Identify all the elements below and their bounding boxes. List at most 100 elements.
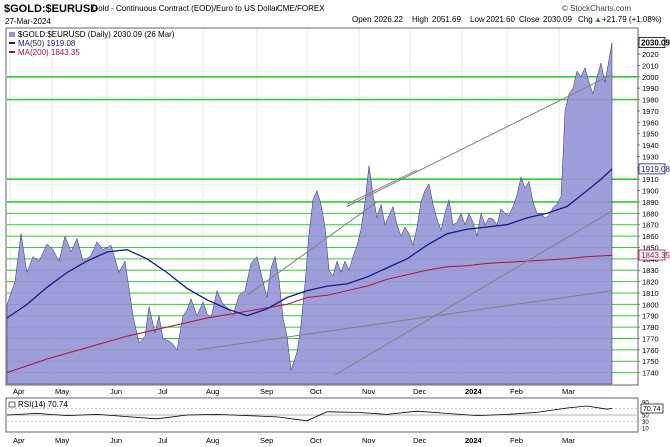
ma200-tag: 1843.35	[638, 249, 670, 261]
trendline-2	[196, 290, 613, 351]
last-price-tag-box	[638, 37, 666, 48]
y-tick-label-1740: 1740	[642, 369, 659, 378]
trendline-3	[346, 74, 613, 207]
x-label-bottom-Sep: Sep	[260, 436, 273, 445]
trendline-0	[246, 201, 378, 296]
ohlc-readout: Open 2026.22 High 2051.69 Low 2021.60 Cl…	[352, 15, 662, 24]
high-label: High	[412, 15, 428, 24]
y-tick-label-1960: 1960	[642, 118, 659, 127]
x-label-top-Sep: Sep	[260, 387, 273, 396]
ma200-line	[6, 254, 613, 374]
x-label-top-Aug: Aug	[206, 387, 219, 396]
x-label-top-Jul: Jul	[158, 387, 168, 396]
legend-swatch-main	[9, 32, 15, 37]
y-axis-ticks: 1740 1750 1760 1770 1780 1790 1800 1810 1820 1830…	[637, 50, 659, 378]
y-tick-label-1830: 1830	[642, 266, 659, 275]
y-tick-label-2010: 2010	[642, 61, 659, 70]
x-label-top-May: May	[55, 387, 69, 396]
legend-main: $GOLD:$EURUSD (Daily) 2030.09 (26 Mar)	[18, 30, 175, 39]
chart-exchange: CME/FOREX	[277, 4, 325, 13]
trendlines	[196, 74, 613, 376]
ma200-tag-box	[638, 249, 666, 261]
chart-date: 27-Mar-2024	[5, 17, 51, 26]
x-label-bottom-May: May	[55, 436, 69, 445]
x-label-top-Mar: Mar	[562, 387, 575, 396]
chart-description: Gold - Continuous Contract (EOD)/Euro to…	[92, 4, 279, 13]
rsi-value-tag: 70.74	[643, 406, 661, 413]
y-tick-label-1810: 1810	[642, 289, 659, 298]
y-tick-label-1860: 1860	[642, 232, 659, 241]
chart-legend: $GOLD:$EURUSD (Daily) 2030.09 (26 Mar) M…	[9, 30, 175, 57]
open-value: 2026.22	[374, 15, 403, 24]
y-tick-label-1910: 1910	[642, 175, 659, 184]
y-tick-label-2020: 2020	[642, 50, 659, 59]
low-value: 2021.60	[486, 15, 515, 24]
x-label-bottom-Feb: Feb	[510, 436, 523, 445]
x-label-top-Jun: Jun	[110, 387, 122, 396]
y-tick-label-1760: 1760	[642, 346, 659, 355]
ma50-tag-text: 1919.08	[641, 165, 670, 174]
low-label: Low	[470, 15, 485, 24]
y-tick-label-1870: 1870	[642, 221, 659, 230]
y-tick-label-1940: 1940	[642, 141, 659, 150]
y-tick-label-1850: 1850	[642, 243, 659, 252]
x-label-top-Nov: Nov	[362, 387, 376, 396]
y-tick-label-1820: 1820	[642, 278, 659, 287]
legend-swatch-ma200	[9, 51, 15, 53]
y-tick-label-1980: 1980	[642, 96, 659, 105]
y-tick-label-1780: 1780	[642, 323, 659, 332]
y-tick-label-1890: 1890	[642, 198, 659, 207]
trendline-4	[346, 169, 418, 205]
close-value: 2030.09	[543, 15, 572, 24]
x-label-bottom-Aug: Aug	[206, 436, 219, 445]
y-tick-label-1900: 1900	[642, 187, 659, 196]
x-label-top-2024: 2024	[465, 387, 483, 396]
legend-swatch-ma50	[9, 42, 15, 44]
y-tick-label-1930: 1930	[642, 152, 659, 161]
chg-label: Chg	[578, 15, 593, 24]
y-tick-label-2000: 2000	[642, 73, 659, 82]
x-label-bottom-Dec: Dec	[413, 436, 427, 445]
ma50-line	[6, 168, 613, 319]
legend-ma50: MA(50) 1919.08	[18, 39, 76, 48]
rsi-panel: RSI(14) 70.74 9070503010 70.74	[5, 397, 664, 433]
x-axis-labels-top: Apr May Jun Jul Aug Sep Oct Nov Dec 2024 Feb Mar	[13, 387, 575, 396]
x-label-bottom-Nov: Nov	[362, 436, 376, 445]
close-label: Close	[519, 15, 540, 24]
y-tick-label-1790: 1790	[642, 312, 659, 321]
high-value: 2051.69	[432, 15, 461, 24]
chg-arrow-icon: ▲	[594, 15, 602, 24]
rsi-tick-30: 30	[642, 420, 649, 426]
x-label-bottom-Jun: Jun	[110, 436, 122, 445]
rsi-tick-50: 50	[642, 414, 649, 420]
x-label-top-Dec: Dec	[413, 387, 427, 396]
x-label-bottom-Mar: Mar	[562, 436, 575, 445]
y-tick-label-1770: 1770	[642, 334, 659, 343]
x-label-bottom-2024: 2024	[465, 436, 483, 445]
watermark: © StockCharts.com	[562, 4, 631, 13]
rsi-line	[6, 405, 613, 422]
rsi-value-tag-box	[640, 403, 664, 414]
price-panel: 1740 1750 1760 1770 1780 1790 1800 1810 1820 1830…	[5, 27, 670, 386]
rsi-gridlines	[7, 408, 637, 422]
y-tick-label-1970: 1970	[642, 107, 659, 116]
x-label-top-Oct: Oct	[310, 387, 323, 396]
x-label-top-Feb: Feb	[510, 387, 523, 396]
rsi-label: RSI(14) 70.74	[18, 400, 68, 409]
ma50-tag: 1919.08	[638, 163, 670, 175]
price-area	[6, 42, 613, 385]
x-axis-labels-bottom: Apr May Jun Jul Aug Sep Oct Nov Dec 2024 Feb Mar	[13, 436, 575, 445]
last-price-tag: 2030.09	[638, 37, 670, 48]
chart-symbol: $GOLD:$EURUSD	[4, 3, 98, 15]
x-label-bottom-Oct: Oct	[310, 436, 323, 445]
ma200-tag-text: 1843.35	[641, 251, 670, 260]
rsi-swatch	[8, 401, 16, 408]
y-tick-label-1990: 1990	[642, 84, 659, 93]
chg-value: +21.79 (+1.08%)	[602, 15, 662, 24]
legend-ma200: MA(200) 1843.35	[18, 48, 80, 57]
y-tick-label-1950: 1950	[642, 130, 659, 139]
open-label: Open	[352, 15, 372, 24]
y-tick-label-1880: 1880	[642, 209, 659, 218]
last-price-tag-text: 2030.09	[641, 39, 670, 48]
